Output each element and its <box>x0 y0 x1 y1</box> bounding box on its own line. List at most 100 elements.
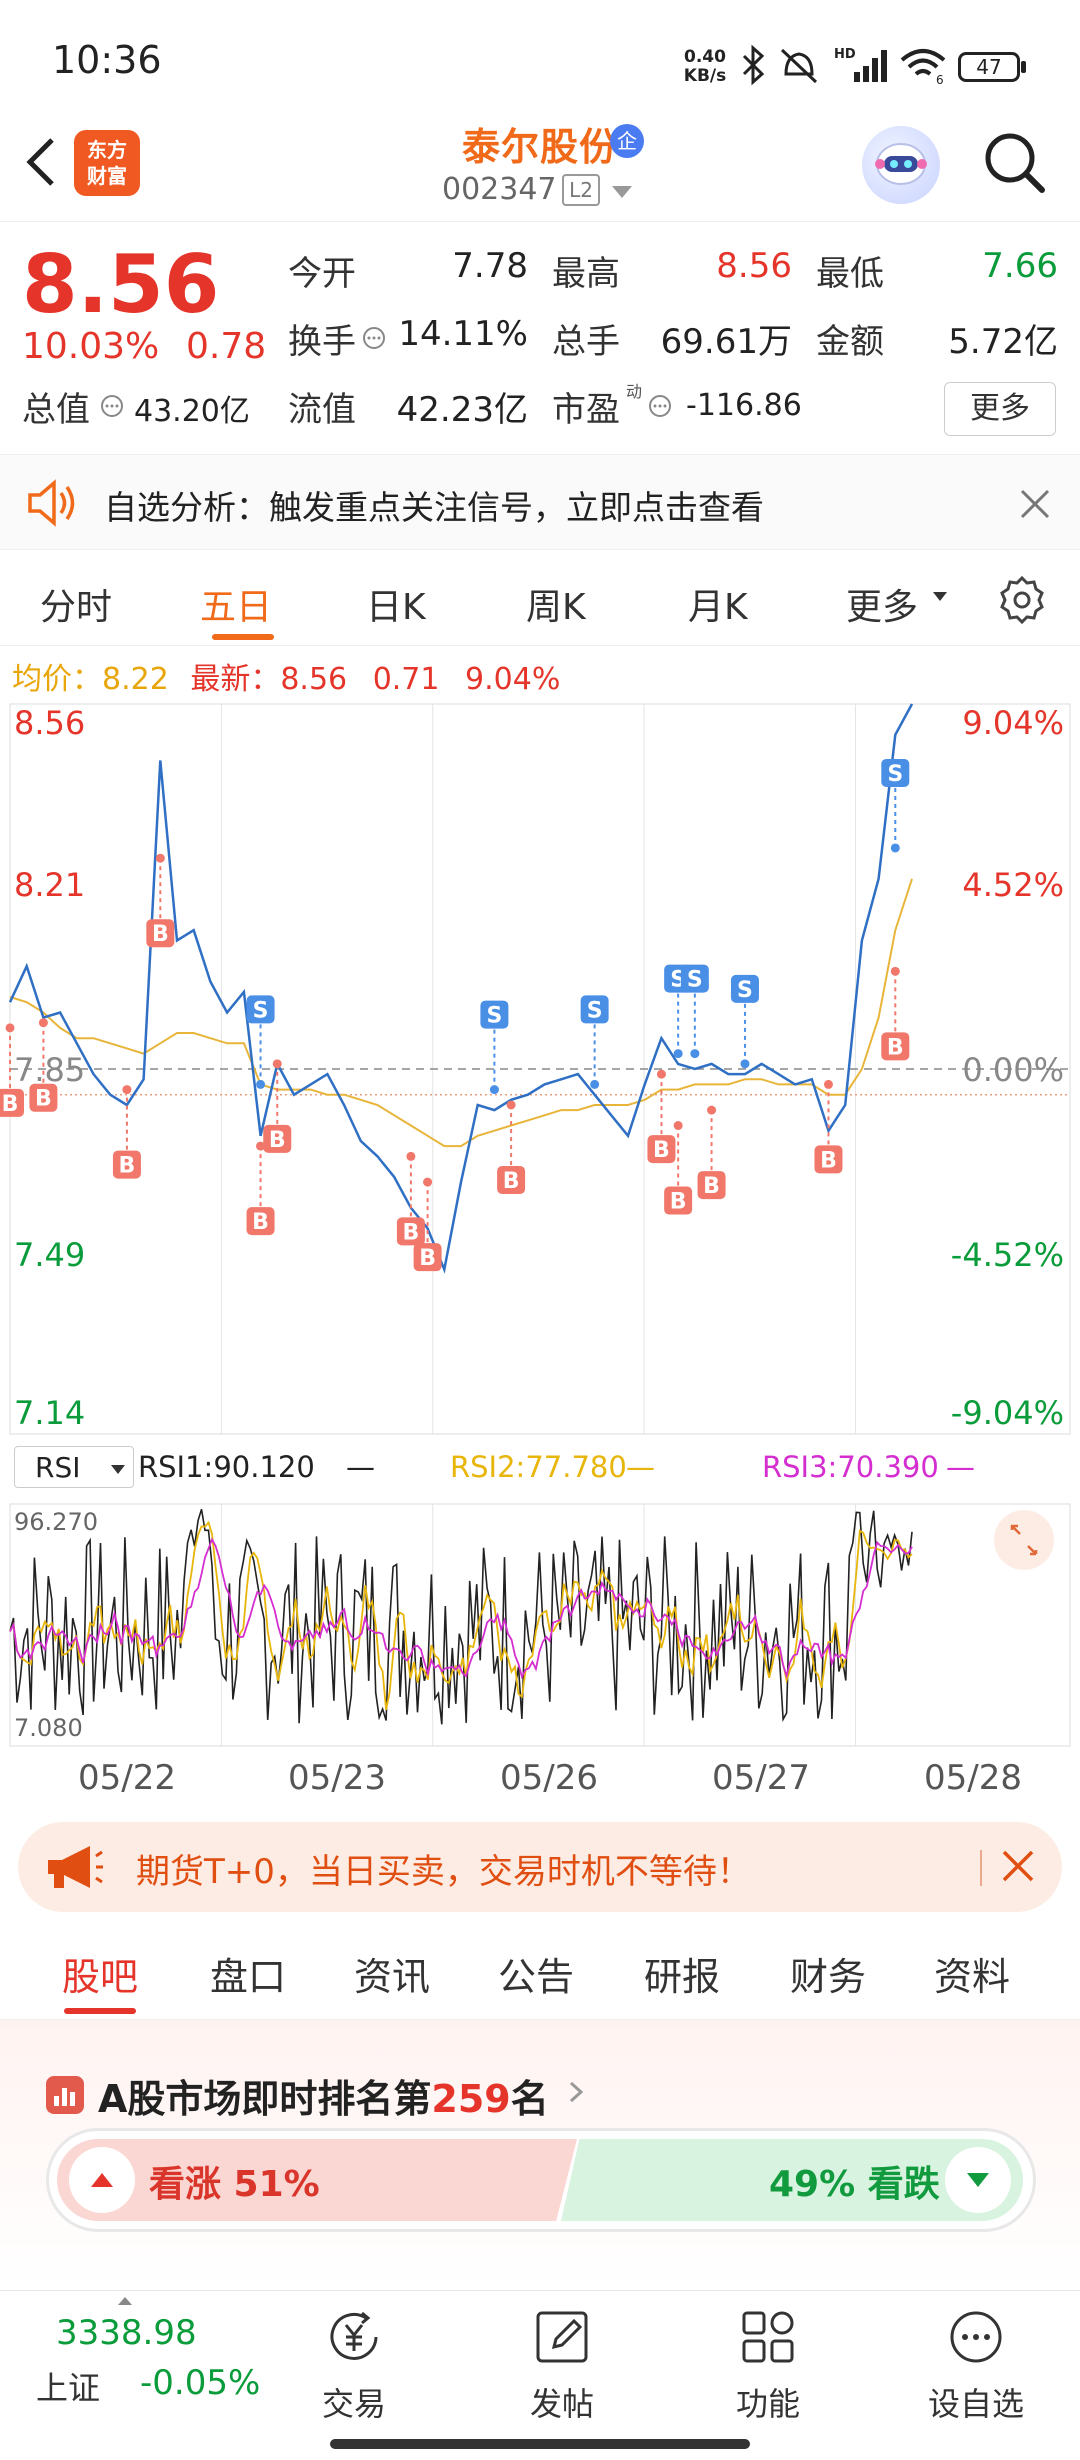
signal-label: S <box>687 968 703 993</box>
date-label: 05/22 <box>78 1758 176 1798</box>
signal-point <box>673 1049 683 1059</box>
down-arrow-icon[interactable] <box>945 2147 1011 2213</box>
pe-value: -116.86 <box>686 388 802 423</box>
rsi3-line-mark: — <box>946 1450 975 1484</box>
sell-signal-badge <box>580 995 609 1024</box>
turnover-value: 14.11% <box>398 314 528 354</box>
y-tick-right: 9.04% <box>962 704 1064 742</box>
close-icon[interactable] <box>1000 1848 1036 1884</box>
search-icon[interactable] <box>980 128 1048 196</box>
tab-pankou[interactable]: 盘口 <box>210 1955 287 1999</box>
nav-functions[interactable]: 功能 <box>688 2305 848 2425</box>
more-icon <box>950 2311 1002 2363</box>
chevron-up-icon[interactable] <box>118 2295 132 2305</box>
notice-text[interactable]: 自选分析：触发重点关注信号，立即点击查看 <box>104 488 764 527</box>
bottom-nav: 3338.98 上证 -0.05% 交易 发帖 功能 设自选 <box>0 2290 1080 2460</box>
sell-signal-badge <box>480 1000 509 1029</box>
volume-value: 69.61万 <box>660 322 792 362</box>
wifi-icon: 6 <box>900 49 946 86</box>
indicator-selector-label: RSI <box>35 1451 81 1484</box>
y-tick-right: -4.52% <box>951 1236 1064 1274</box>
robot-assistant-icon[interactable] <box>862 126 940 204</box>
active-tab-indicator <box>212 634 274 640</box>
up-arrow-icon[interactable] <box>69 2147 135 2213</box>
sentiment-panel: A股市场即时排名第259名 看涨 51% 49% 看跌 <box>0 2020 1080 2290</box>
tab-more[interactable]: 更多 <box>846 587 919 628</box>
nav-add-watchlist[interactable]: 设自选 <box>896 2305 1056 2425</box>
nav-add-watchlist-label: 设自选 <box>927 2385 1024 2423</box>
bar-chart-icon <box>46 2076 84 2114</box>
date-label: 05/28 <box>924 1758 1022 1798</box>
sell-signal-badge <box>730 974 759 1003</box>
market-rank[interactable]: A股市场即时排名第259名 <box>98 2068 549 2123</box>
tab-guba[interactable]: 股吧 <box>62 1955 139 1999</box>
pe-dynamic-sup: 动 <box>626 382 643 401</box>
bullish-vote[interactable] <box>57 2139 577 2221</box>
close-icon[interactable] <box>1018 487 1052 521</box>
sell-signal-badge <box>881 758 910 787</box>
promo-banner[interactable]: 期货T+0，当日买卖，交易时机不等待！ <box>18 1822 1062 1912</box>
more-button[interactable]: 更多 <box>944 382 1056 436</box>
avg-price-row: 均价：8.22 最新：8.56 0.71 9.04% <box>12 654 560 698</box>
avg-label: 均价： <box>12 662 102 697</box>
latest-percent: 9.04% <box>465 662 561 697</box>
rsi-legend: RSI RSI1:90.120 — RSI2:77.780 — RSI3:70.… <box>0 1440 1080 1496</box>
signal-point <box>740 1059 750 1069</box>
chevron-down-icon[interactable] <box>612 186 632 198</box>
five-day-price-chart[interactable]: 8.56 9.04% 8.21 4.52% 7.85 0.00% 7.49 -4.52% 7.1… <box>0 700 1080 1440</box>
tab-profile[interactable]: 资料 <box>934 1955 1011 1999</box>
rsi-tick-min: 7.080 <box>14 1714 83 1742</box>
chevron-down-icon[interactable] <box>933 592 947 601</box>
float-value: 42.23亿 <box>396 390 528 430</box>
promo-text[interactable]: 期货T+0，当日买卖，交易时机不等待！ <box>136 1852 751 1892</box>
chevron-right-icon[interactable] <box>566 2078 586 2106</box>
level2-badge[interactable]: L2 <box>562 174 600 206</box>
avg-price-line <box>9 878 913 1148</box>
rsi-frame <box>9 1503 1071 1747</box>
latest-value: 8.56 <box>280 662 348 697</box>
tab-day-k[interactable]: 日K <box>366 587 426 628</box>
tab-financials[interactable]: 财务 <box>790 1955 867 1999</box>
latest-change: 0.71 <box>372 662 440 697</box>
info-tabs: 股吧 盘口 资讯 公告 研报 财务 资料 <box>0 1920 1080 2020</box>
bullish-label[interactable]: 看涨 51% <box>149 2164 320 2205</box>
tab-news[interactable]: 资讯 <box>354 1955 431 1999</box>
tab-week-k[interactable]: 周K <box>526 587 586 628</box>
info-icon[interactable] <box>648 394 672 418</box>
back-arrow-icon[interactable] <box>22 132 62 192</box>
tab-research[interactable]: 研报 <box>644 1955 721 1999</box>
signal-label: S <box>737 978 753 1003</box>
rsi-chart[interactable]: 96.270 7.080 <box>0 1496 1080 1752</box>
turnover-label: 换手 <box>288 322 356 362</box>
rsi1-line-mark: — <box>346 1450 375 1484</box>
tab-month-k[interactable]: 月K <box>688 587 748 628</box>
gear-icon[interactable] <box>996 574 1048 626</box>
index-change[interactable]: -0.05% <box>140 2363 261 2403</box>
rank-number: 259 <box>431 2077 511 2121</box>
signal-label: B <box>119 1154 136 1179</box>
y-tick-left: 7.85 <box>14 1051 85 1089</box>
nav-trade[interactable]: 交易 <box>274 2305 434 2425</box>
rsi2-line-mark: — <box>626 1450 655 1484</box>
index-value[interactable]: 3338.98 <box>56 2313 197 2353</box>
tab-intraday[interactable]: 分时 <box>40 587 113 628</box>
rsi1-label: RSI1:90.120 <box>138 1450 315 1484</box>
tab-five-day[interactable]: 五日 <box>200 587 273 628</box>
index-name[interactable]: 上证 <box>36 2369 101 2407</box>
tab-announcements[interactable]: 公告 <box>498 1955 575 1999</box>
info-icon[interactable] <box>100 394 124 418</box>
indicator-selector[interactable]: RSI <box>14 1446 134 1488</box>
notice-bar[interactable]: 自选分析：触发重点关注信号，立即点击查看 <box>0 454 1080 550</box>
megaphone-icon <box>48 1846 103 1888</box>
nav-post[interactable]: 发帖 <box>482 2305 642 2425</box>
signal-point <box>406 1151 416 1161</box>
bearish-label[interactable]: 49% 看跌 <box>769 2164 940 2205</box>
net-speed-value: 0.40 <box>684 47 726 67</box>
buy-signal-badge <box>664 1186 693 1215</box>
expand-icon <box>1010 1524 1038 1556</box>
net-speed-unit: KB/s <box>683 66 727 86</box>
info-icon[interactable] <box>362 326 386 350</box>
active-tab-indicator <box>64 2008 136 2014</box>
signal-point <box>506 1100 516 1110</box>
y-tick-right: 0.00% <box>962 1051 1064 1089</box>
